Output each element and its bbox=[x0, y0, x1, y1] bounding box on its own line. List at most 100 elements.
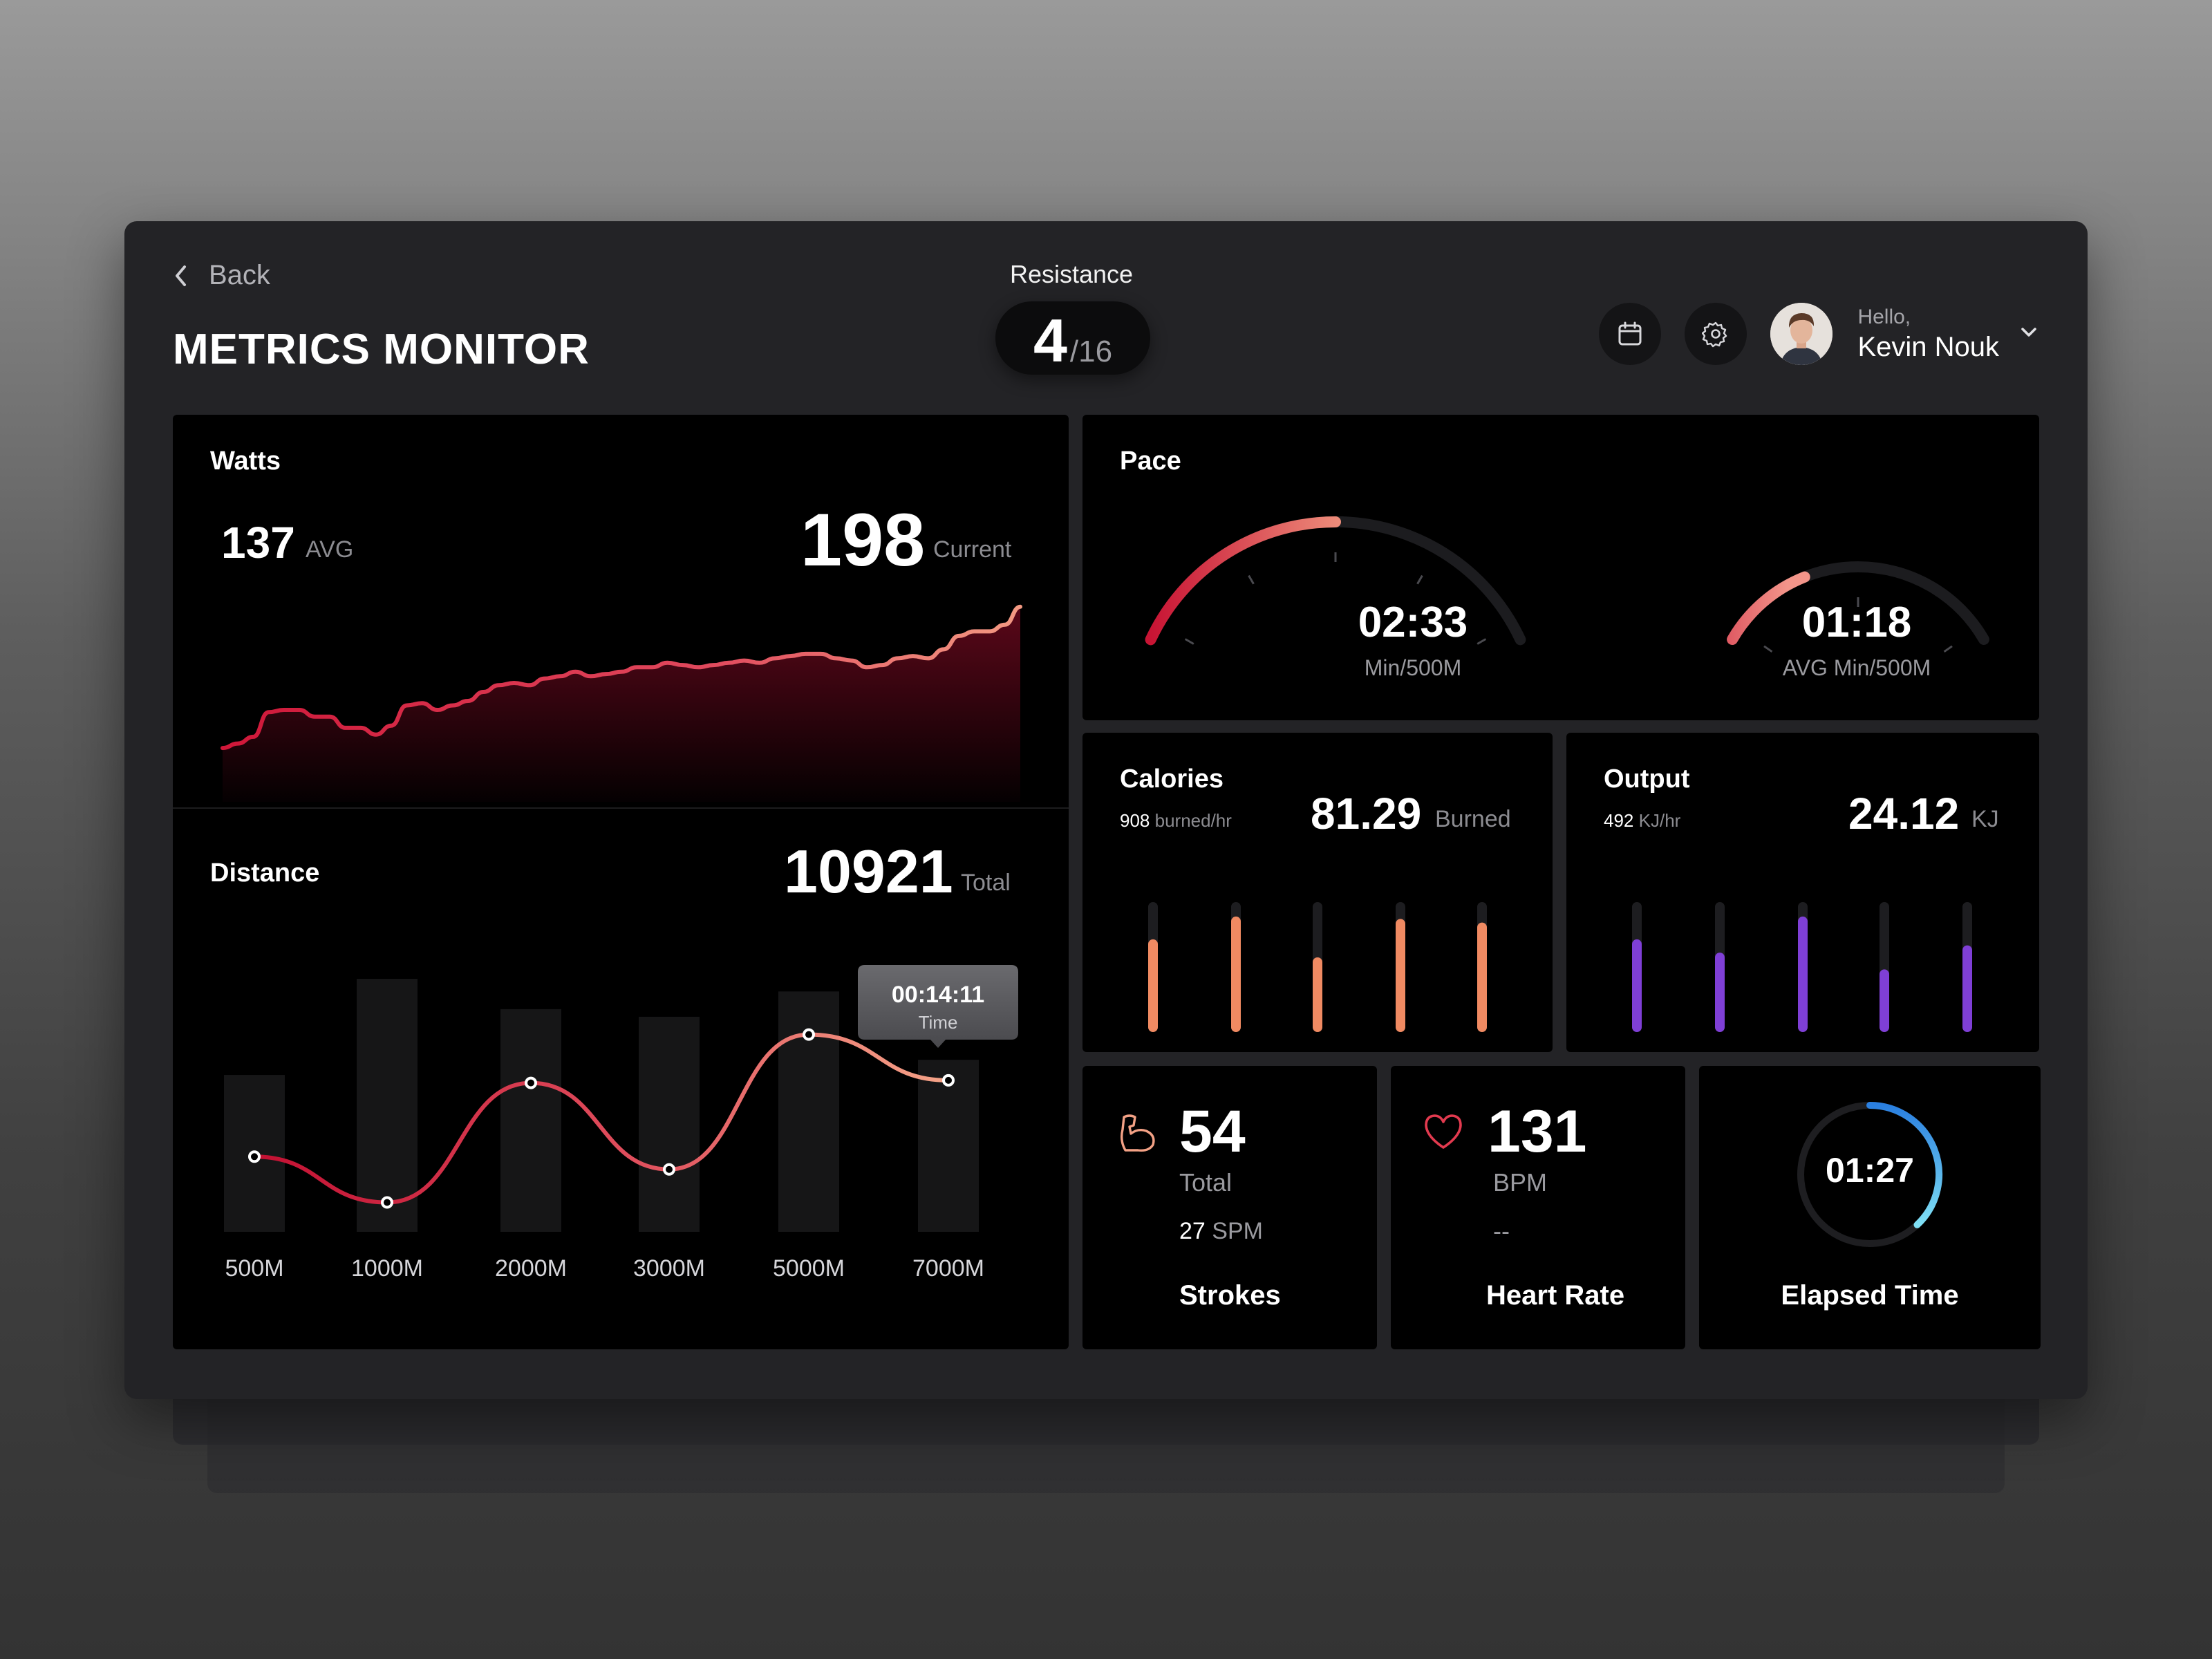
watts-area-chart bbox=[221, 604, 1022, 802]
output-rate: 492 KJ/hr bbox=[1604, 810, 1680, 832]
hello-label: Hello, bbox=[1857, 305, 1911, 328]
output-unit: KJ bbox=[1971, 806, 1999, 832]
resistance-max: /16 bbox=[1069, 335, 1113, 368]
calories-unit: Burned bbox=[1435, 806, 1511, 832]
heart-rate-panel: 131 BPM -- Heart Rate bbox=[1391, 1066, 1685, 1349]
strokes-spm: 27 SPM bbox=[1179, 1218, 1263, 1245]
watts-current-value: 198 bbox=[800, 498, 926, 581]
user-toolbar: Hello, Kevin Nouk bbox=[1599, 303, 2039, 365]
flexed-bicep-icon bbox=[1120, 1114, 1155, 1152]
resistance-value: 4 bbox=[1033, 306, 1067, 375]
output-panel: Output 492 KJ/hr 24.12 KJ bbox=[1566, 733, 2039, 1052]
heart-rate-label: Heart Rate bbox=[1486, 1280, 1625, 1311]
elapsed-time-value: 01:27 bbox=[1826, 1151, 1914, 1190]
calendar-icon bbox=[1618, 321, 1642, 346]
panel-divider bbox=[173, 807, 1069, 809]
resistance-label: Resistance bbox=[1009, 260, 1134, 288]
back-label: Back bbox=[209, 260, 270, 290]
output-bars bbox=[1632, 902, 1972, 1032]
user-menu-toggle[interactable] bbox=[2018, 326, 2039, 343]
pace-current-value: 02:33 bbox=[1358, 599, 1468, 646]
distance-bar bbox=[500, 1009, 561, 1232]
distance-total-label: Total bbox=[961, 870, 1011, 896]
calendar-button[interactable] bbox=[1599, 303, 1662, 365]
distance-point[interactable] bbox=[942, 1074, 955, 1087]
distance-point[interactable] bbox=[381, 1196, 393, 1209]
elapsed-time-panel: 01:27 Elapsed Time bbox=[1699, 1066, 2041, 1349]
calories-panel: Calories 908 burned/hr 81.29 Burned bbox=[1082, 733, 1553, 1052]
avatar[interactable] bbox=[1770, 303, 1833, 365]
pace-title: Pace bbox=[1120, 447, 1181, 476]
distance-point[interactable] bbox=[248, 1150, 261, 1163]
distance-point[interactable] bbox=[525, 1076, 537, 1089]
gauge-tick bbox=[1184, 638, 1194, 645]
distance-bar bbox=[778, 991, 839, 1232]
resistance-widget: Resistance 4 /16 bbox=[995, 260, 1150, 375]
watts-avg-label: AVG bbox=[306, 536, 354, 563]
gear-icon bbox=[1702, 321, 1727, 348]
watts-avg-value: 137 bbox=[221, 518, 295, 568]
calories-title: Calories bbox=[1120, 765, 1224, 794]
calories-rate-value: 908 bbox=[1120, 810, 1150, 831]
distance-title: Distance bbox=[210, 859, 320, 888]
output-rate-value: 492 bbox=[1604, 810, 1634, 831]
strokes-panel: 54 Total 27 SPM Strokes bbox=[1082, 1066, 1377, 1349]
calories-value: 81.29 bbox=[1311, 789, 1422, 838]
distance-x-label: 2000M bbox=[495, 1255, 567, 1282]
watts-distance-panel: Watts 137 AVG 198 Current Distance 10921 bbox=[173, 415, 1069, 1349]
gauge-tick bbox=[1416, 574, 1423, 585]
heart-rate-unit: BPM bbox=[1493, 1168, 1548, 1197]
pace-gauges bbox=[1145, 516, 1989, 653]
distance-x-label: 7000M bbox=[912, 1255, 984, 1282]
strokes-spm-value: 27 bbox=[1179, 1218, 1206, 1244]
watts-title: Watts bbox=[210, 447, 281, 476]
gauge-tick bbox=[1763, 645, 1773, 653]
back-button[interactable]: Back bbox=[173, 260, 270, 291]
pace-average-label: AVG Min/500M bbox=[1782, 655, 1931, 680]
output-rate-unit: KJ/hr bbox=[1638, 810, 1681, 831]
gauge-tick bbox=[1248, 574, 1255, 585]
strokes-unit: Total bbox=[1179, 1168, 1232, 1197]
strokes-label: Strokes bbox=[1179, 1280, 1281, 1311]
distance-bar bbox=[918, 1060, 979, 1232]
gauge-progress bbox=[1727, 571, 1810, 645]
output-title: Output bbox=[1604, 765, 1690, 794]
watts-line bbox=[221, 604, 1022, 751]
distance-x-label: 500M bbox=[225, 1255, 283, 1282]
tooltip-label: Time bbox=[919, 1012, 958, 1033]
distance-time-line bbox=[252, 1032, 950, 1205]
heart-rate-value: 131 bbox=[1488, 1098, 1587, 1165]
elapsed-progress-ring bbox=[1797, 1102, 1943, 1247]
heart-rate-sub: -- bbox=[1493, 1217, 1510, 1245]
watts-area-fill bbox=[223, 606, 1020, 802]
distance-x-label: 1000M bbox=[351, 1255, 423, 1282]
username: Kevin Nouk bbox=[1857, 331, 1999, 362]
pace-gauge-current bbox=[1145, 516, 1526, 646]
gauge-progress bbox=[1145, 516, 1341, 646]
settings-button[interactable] bbox=[1685, 303, 1747, 365]
distance-point[interactable] bbox=[803, 1028, 815, 1041]
pace-gauge-average bbox=[1727, 561, 1989, 653]
distance-point[interactable] bbox=[663, 1163, 675, 1176]
calories-bars bbox=[1148, 902, 1487, 1032]
chevron-left-icon bbox=[176, 265, 186, 286]
calories-rate-unit: burned/hr bbox=[1154, 810, 1232, 831]
dashboard-window: Back METRICS MONITOR Resistance 4 /16 bbox=[124, 221, 2088, 1399]
resistance-pill[interactable]: 4 /16 bbox=[995, 301, 1150, 375]
distance-chart: 500M 1000M 2000M 3000M 5000M 7000M 00:14:11 T… bbox=[224, 965, 1018, 1282]
user-greeting[interactable]: Hello, Kevin Nouk bbox=[1857, 306, 1999, 363]
strokes-value: 54 bbox=[1179, 1098, 1246, 1165]
ring-progress bbox=[1866, 1102, 1943, 1228]
distance-x-label: 5000M bbox=[773, 1255, 845, 1282]
gauge-tick bbox=[1477, 638, 1487, 645]
output-value: 24.12 bbox=[1848, 789, 1960, 838]
distance-bar bbox=[357, 979, 418, 1232]
chevron-down-icon bbox=[2021, 327, 2036, 337]
gauge-tick bbox=[1943, 645, 1953, 653]
pace-average-value: 01:18 bbox=[1801, 599, 1912, 646]
heart-icon bbox=[1425, 1114, 1462, 1149]
tooltip-value: 00:14:11 bbox=[892, 982, 984, 1008]
strokes-spm-unit: SPM bbox=[1212, 1218, 1263, 1244]
user-photo bbox=[1770, 303, 1833, 365]
time-tooltip: 00:14:11 Time bbox=[858, 965, 1018, 1048]
